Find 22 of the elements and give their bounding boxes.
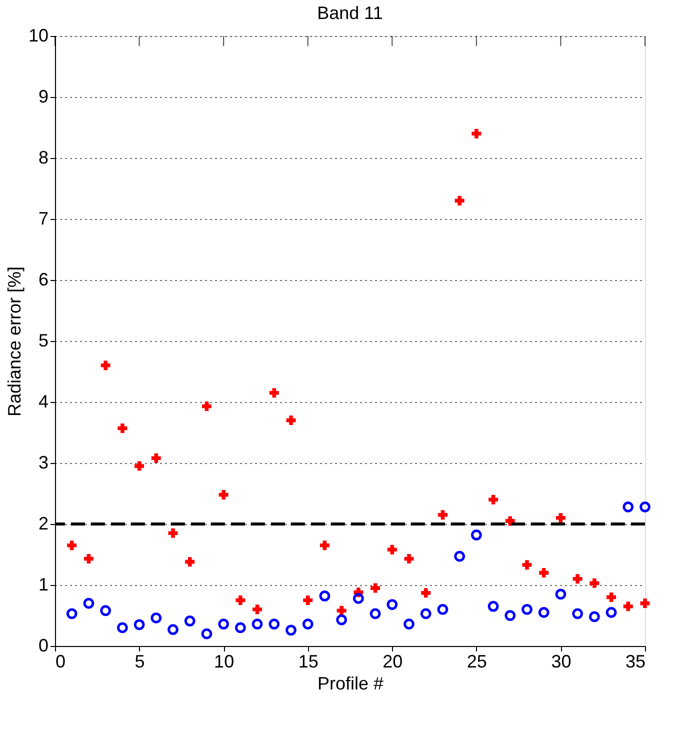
y-axis-title: Radiance error [%] (4, 266, 24, 417)
y-tick-label: 1 (38, 574, 48, 594)
x-tick-label: 30 (551, 652, 572, 672)
y-tick-label: 5 (38, 330, 48, 350)
x-axis-title: Profile # (317, 674, 384, 694)
x-tick-label: 25 (466, 652, 487, 672)
y-tick-label: 8 (38, 148, 48, 168)
y-tick-label: 3 (38, 452, 48, 472)
x-tick-label: 0 (56, 652, 66, 672)
y-tick-label: 0 (38, 636, 48, 656)
x-tick-label: 35 (625, 652, 646, 672)
y-tick-label: 2 (38, 514, 48, 534)
y-tick-label: 10 (28, 26, 48, 46)
y-tick-label: 4 (38, 392, 48, 412)
x-tick-label: 5 (134, 652, 145, 672)
x-tick-label: 15 (298, 652, 318, 672)
x-tick-label: 10 (214, 652, 234, 672)
x-tick-label: 20 (382, 652, 403, 672)
chart-title: Band 11 (317, 3, 383, 23)
y-tick-label: 6 (38, 270, 48, 290)
y-tick-label: 9 (38, 86, 48, 106)
y-tick-label: 7 (38, 208, 48, 228)
